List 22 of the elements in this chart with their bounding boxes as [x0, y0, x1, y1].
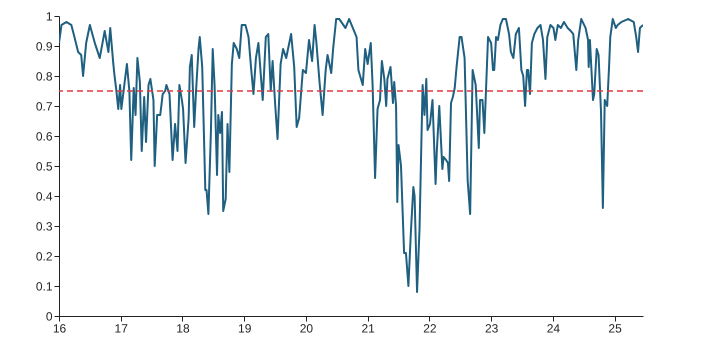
- y-tick-label: 0.3: [36, 220, 53, 234]
- y-tick-label: 0.1: [36, 280, 53, 294]
- x-tick-label: 22: [423, 322, 437, 336]
- x-tick-label: 16: [52, 322, 66, 336]
- y-tick-label: 0: [46, 310, 53, 324]
- x-tick-label: 18: [176, 322, 190, 336]
- x-tick-label: 20: [300, 322, 314, 336]
- y-tick-label: 0.4: [36, 190, 53, 204]
- x-tick-label: 25: [608, 322, 622, 336]
- x-tick-label: 23: [484, 322, 499, 336]
- y-tick-label: 0.8: [36, 70, 53, 84]
- x-tick-label: 24: [546, 322, 560, 336]
- x-tick-label: 21: [361, 322, 376, 336]
- y-tick-label: 0.6: [36, 130, 53, 144]
- y-tick-label: 0.9: [36, 40, 53, 54]
- line-series: [59, 18, 643, 293]
- x-tick-label: 19: [238, 322, 252, 336]
- y-tick-label: 0.2: [36, 250, 53, 264]
- y-tick-label: 1: [46, 10, 53, 24]
- y-tick-label: 0.7: [36, 100, 53, 114]
- y-tick-label: 0.5: [36, 160, 53, 174]
- x-tick-label: 17: [114, 322, 128, 336]
